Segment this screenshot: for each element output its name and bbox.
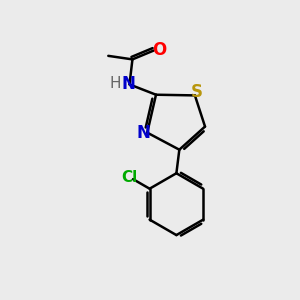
Text: O: O (152, 41, 166, 59)
Text: S: S (190, 83, 202, 101)
Text: Cl: Cl (122, 170, 138, 185)
Text: N: N (137, 124, 151, 142)
Text: N: N (122, 75, 136, 93)
Text: H: H (110, 76, 121, 91)
